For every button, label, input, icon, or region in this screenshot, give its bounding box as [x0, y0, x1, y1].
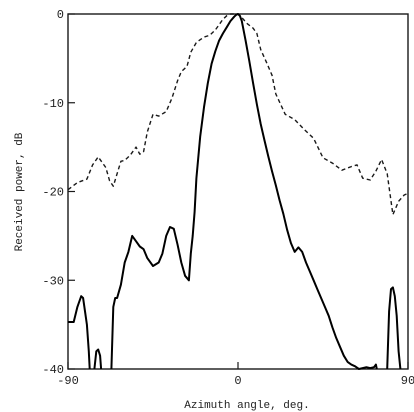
tick-layer: -90 0 90 0 -10 -20 -30 -40: [42, 8, 414, 388]
x-tick-label: 0: [234, 374, 241, 388]
dashed-series-line: [67, 13, 409, 216]
solid-series-line-segment: [386, 286, 402, 370]
solid-series-line-segment: [68, 295, 91, 370]
y-tick-label: 0: [57, 8, 64, 22]
y-tick-label: -10: [42, 97, 64, 111]
y-tick-label: -40: [42, 363, 64, 377]
y-tick-label: -30: [42, 274, 64, 288]
series-layer: [67, 13, 409, 370]
solid-series-line-segment: [93, 348, 103, 370]
solid-series-line-segment: [110, 13, 378, 370]
y-tick-label: -20: [42, 186, 64, 200]
x-axis-title: Azimuth angle, deg.: [184, 400, 309, 412]
x-tick-label: -90: [57, 374, 79, 388]
y-axis-title: Received power, dB: [14, 132, 26, 251]
x-tick-label: 90: [401, 374, 414, 388]
plot-frame: [67, 13, 409, 370]
